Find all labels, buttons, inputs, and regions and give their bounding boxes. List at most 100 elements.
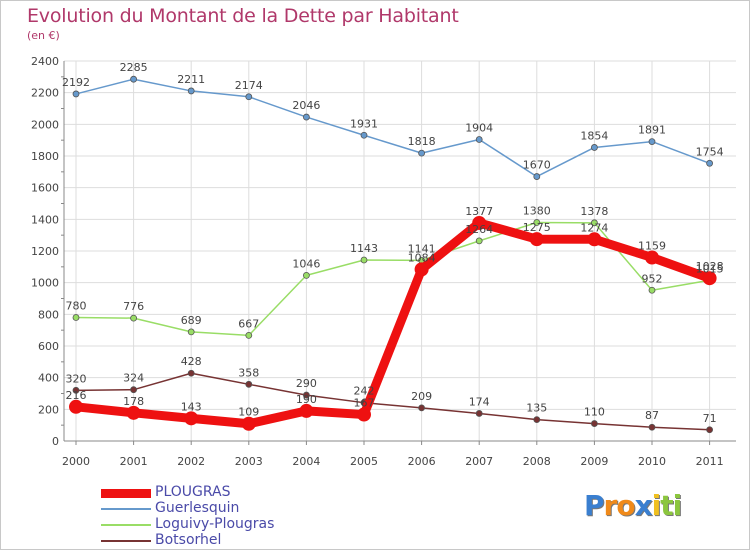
data-point bbox=[648, 138, 656, 145]
data-label: 952 bbox=[642, 272, 663, 285]
data-label: 689 bbox=[181, 314, 202, 327]
data-point bbox=[360, 256, 368, 264]
logo-letter: o bbox=[616, 489, 635, 522]
data-label: 1904 bbox=[465, 122, 493, 135]
x-tick-label: 2005 bbox=[350, 455, 378, 468]
y-tick-label: 800 bbox=[38, 308, 59, 321]
data-point bbox=[187, 328, 195, 336]
data-point bbox=[533, 219, 541, 226]
y-tick-label: 2200 bbox=[31, 87, 59, 100]
x-tick-label: 2001 bbox=[120, 455, 148, 468]
data-point bbox=[187, 87, 195, 95]
legend-label: Botsorhel bbox=[155, 532, 222, 548]
y-tick-label: 2400 bbox=[31, 55, 59, 68]
data-point bbox=[72, 90, 80, 98]
data-point bbox=[187, 369, 195, 377]
data-point bbox=[245, 380, 253, 388]
data-point bbox=[533, 173, 541, 180]
data-point bbox=[360, 131, 368, 139]
data-point bbox=[645, 250, 659, 265]
data-label: 324 bbox=[123, 372, 144, 385]
y-tick-label: 600 bbox=[38, 340, 59, 353]
data-label: 109 bbox=[238, 406, 259, 419]
data-label: 135 bbox=[526, 402, 547, 415]
data-point bbox=[126, 405, 141, 420]
data-point bbox=[245, 93, 253, 101]
data-label: 428 bbox=[181, 355, 202, 368]
y-tick-label: 1200 bbox=[31, 245, 59, 258]
x-tick-label: 2007 bbox=[465, 455, 493, 468]
y-tick-label: 1600 bbox=[31, 182, 59, 195]
data-point bbox=[357, 407, 371, 422]
logo-letter: x bbox=[634, 489, 653, 522]
data-point bbox=[414, 262, 429, 277]
x-tick-label: 2011 bbox=[696, 455, 724, 468]
data-label: 190 bbox=[296, 393, 317, 406]
data-label: 87 bbox=[645, 409, 659, 422]
x-tick-label: 2004 bbox=[292, 455, 320, 468]
logo-letter: i bbox=[672, 489, 683, 522]
data-label: 71 bbox=[703, 412, 717, 425]
data-point bbox=[418, 404, 426, 412]
data-label: 776 bbox=[123, 300, 144, 313]
chart-subtitle: (en €) bbox=[27, 29, 60, 42]
series-line-guerlesquin bbox=[75, 78, 711, 178]
legend-label: Loguivy-Plougras bbox=[155, 516, 275, 532]
data-label: 1084 bbox=[408, 251, 436, 264]
data-label: 1378 bbox=[580, 205, 608, 218]
x-tick-label: 2010 bbox=[638, 455, 666, 468]
y-tick-label: 1400 bbox=[31, 213, 59, 226]
data-label: 174 bbox=[469, 395, 490, 408]
data-point bbox=[299, 403, 314, 418]
data-point bbox=[533, 416, 541, 424]
data-label: 143 bbox=[181, 400, 202, 413]
data-point bbox=[241, 416, 256, 431]
y-tick-label: 1800 bbox=[31, 150, 59, 163]
data-point bbox=[418, 149, 426, 157]
data-label: 110 bbox=[584, 406, 605, 419]
x-tick-label: 2009 bbox=[580, 455, 608, 468]
data-point bbox=[245, 331, 253, 339]
legend-swatch bbox=[101, 488, 151, 498]
data-label: 2192 bbox=[62, 76, 90, 89]
legend-swatch bbox=[101, 508, 151, 510]
data-point bbox=[475, 237, 483, 245]
data-label: 167 bbox=[354, 397, 375, 410]
legend-swatch bbox=[101, 524, 151, 526]
data-label: 2174 bbox=[235, 79, 263, 92]
data-label: 1141 bbox=[408, 242, 436, 255]
y-tick-label: 200 bbox=[38, 403, 59, 416]
y-tick-label: 0 bbox=[52, 435, 59, 448]
data-point bbox=[706, 159, 713, 167]
data-label: 667 bbox=[238, 317, 259, 330]
data-point bbox=[130, 314, 138, 322]
data-label: 1670 bbox=[523, 159, 551, 172]
x-tick-label: 2006 bbox=[408, 455, 436, 468]
data-label: 2211 bbox=[177, 73, 205, 86]
data-point bbox=[130, 75, 138, 83]
data-label: 2285 bbox=[120, 61, 148, 74]
data-label: 1380 bbox=[523, 205, 551, 218]
data-label: 1891 bbox=[638, 124, 666, 137]
data-point bbox=[69, 399, 83, 414]
data-point bbox=[591, 144, 598, 151]
proxiti-logo: Proxiti bbox=[584, 489, 683, 522]
data-label: 178 bbox=[123, 395, 144, 408]
data-point bbox=[472, 215, 487, 230]
data-label: 2046 bbox=[292, 99, 320, 112]
data-point bbox=[475, 136, 483, 143]
data-label: 320 bbox=[66, 372, 87, 385]
data-label: 216 bbox=[66, 389, 87, 402]
data-point bbox=[475, 410, 483, 417]
data-point bbox=[702, 271, 717, 286]
data-label: 1275 bbox=[523, 221, 551, 234]
data-label: 1264 bbox=[465, 223, 493, 236]
data-label: 1818 bbox=[408, 135, 436, 148]
data-point bbox=[591, 420, 598, 427]
data-label: 209 bbox=[411, 390, 432, 403]
data-label: 1274 bbox=[580, 221, 608, 234]
data-point bbox=[72, 386, 80, 394]
data-label: 1143 bbox=[350, 242, 378, 255]
